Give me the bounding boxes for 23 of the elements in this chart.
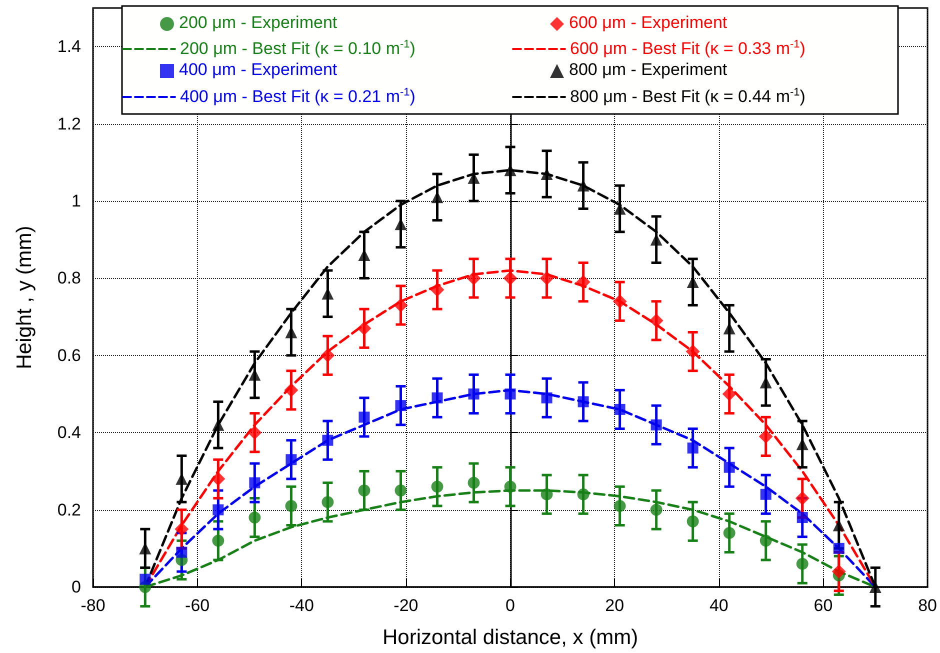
legend-label: 400 μm - Experiment xyxy=(179,60,338,79)
x-tick-label: -60 xyxy=(185,596,210,615)
y-tick-label: 0.6 xyxy=(57,346,81,365)
y-tick-label: 0.8 xyxy=(57,268,81,288)
y-tick-label: 1.2 xyxy=(57,114,81,134)
x-axis-title: Horizontal distance, x (mm) xyxy=(382,626,638,649)
x-tick-label: 20 xyxy=(605,596,624,615)
y-tick-label: 1.4 xyxy=(57,37,81,56)
x-tick-label: 80 xyxy=(918,596,938,615)
x-tick-label: -80 xyxy=(80,596,106,615)
legend-label: 600 μm - Experiment xyxy=(569,13,728,32)
x-tick-label: 40 xyxy=(709,596,728,615)
x-tick-label: 60 xyxy=(814,596,833,615)
legend-label: 800 μm - Experiment xyxy=(569,60,728,79)
x-tick-label: -40 xyxy=(289,596,314,615)
y-axis-title: Height , y (mm) xyxy=(13,226,36,370)
y-tick-label: 0.2 xyxy=(57,500,81,520)
x-tick-label: 0 xyxy=(506,596,516,615)
y-tick-label: 1 xyxy=(72,192,81,210)
legend-label: 200 μm - Experiment xyxy=(179,13,338,32)
y-tick-label: 0 xyxy=(72,578,81,596)
x-tick-label: -20 xyxy=(394,596,418,615)
y-tick-label: 0.4 xyxy=(57,423,81,442)
